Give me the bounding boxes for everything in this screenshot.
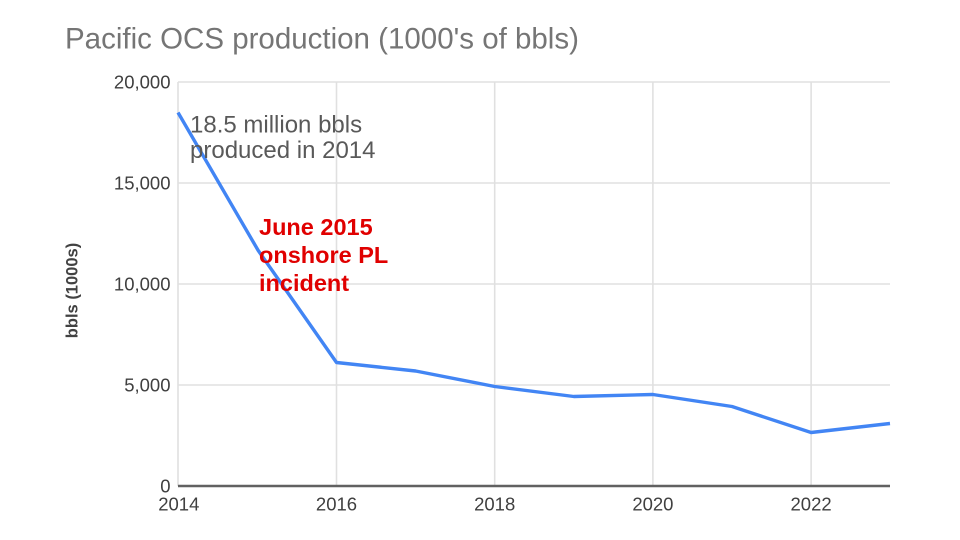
- svg-text:onshore PL: onshore PL: [259, 242, 388, 268]
- svg-text:produced in 2014: produced in 2014: [190, 137, 375, 164]
- svg-text:15,000: 15,000: [114, 173, 171, 194]
- svg-text:10,000: 10,000: [114, 274, 171, 295]
- svg-text:2014: 2014: [158, 494, 199, 515]
- svg-text:5,000: 5,000: [124, 375, 170, 396]
- svg-text:0: 0: [160, 476, 170, 497]
- svg-text:2018: 2018: [474, 494, 515, 515]
- svg-text:Pacific OCS production (1000's: Pacific OCS production (1000's of bbls): [65, 22, 579, 55]
- svg-text:June 2015: June 2015: [259, 214, 373, 240]
- svg-text:18.5 million bbls: 18.5 million bbls: [190, 112, 362, 139]
- svg-text:incident: incident: [259, 270, 349, 296]
- svg-text:bbls (1000s): bbls (1000s): [64, 243, 82, 338]
- svg-text:2016: 2016: [316, 494, 357, 515]
- svg-text:20,000: 20,000: [114, 72, 171, 93]
- svg-text:2020: 2020: [632, 494, 673, 515]
- svg-text:2022: 2022: [791, 494, 832, 515]
